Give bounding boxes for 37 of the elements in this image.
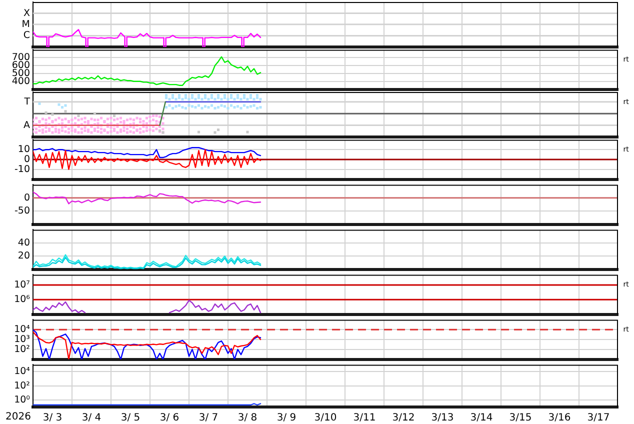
ref-line-label: M: [22, 18, 30, 30]
y-tick-label: 40: [18, 237, 30, 248]
y-tick-label: 0: [24, 192, 30, 204]
x-tick-label: 3/ 7: [198, 412, 218, 424]
ref-line-label: C: [23, 30, 30, 42]
y-tick-label: 10²: [14, 380, 30, 392]
y-tick-label: 20: [18, 250, 30, 262]
x-tick-label: 3/17: [587, 412, 610, 424]
x-tick-label: 3/10: [314, 412, 337, 424]
x-tick-label: 3/ 9: [276, 412, 296, 424]
ref-line-label: A: [24, 120, 30, 131]
y-tick-label: -10: [14, 164, 30, 175]
y-tick-label: 10⁴: [14, 366, 30, 378]
y-tick-label: 10⁰: [14, 394, 30, 406]
y-tick-label: 10³: [14, 334, 30, 345]
x-tick-label: 3/ 6: [160, 412, 180, 424]
x-tick-label: 3/13: [431, 412, 454, 424]
ref-line-label: X: [23, 8, 30, 19]
y-tick-label: 0: [24, 154, 30, 165]
y-tick-label: 400: [12, 76, 30, 87]
y-tick-label: -50: [14, 206, 30, 217]
x-tick-label: 3/14: [470, 412, 493, 424]
x-tick-label: 3/ 5: [120, 412, 140, 424]
x-axis-title: 2026: [6, 412, 31, 423]
y-tick-label: 10⁴: [14, 324, 30, 336]
x-tick-label: 3/ 3: [42, 412, 62, 424]
x-tick-label: 3/16: [548, 412, 571, 424]
y-tick-label: 10⁶: [14, 294, 30, 306]
x-tick-label: 3/ 4: [82, 412, 102, 424]
x-tick-label: 3/15: [509, 412, 532, 424]
x-tick-label: 3/12: [392, 412, 415, 424]
x-tick-label: 3/11: [353, 412, 376, 424]
ref-line-label: T: [23, 96, 30, 108]
y-tick-label: 10²: [14, 344, 30, 355]
y-tick-label: 10: [18, 144, 30, 156]
y-tick-label: 10⁷: [14, 279, 30, 290]
x-tick-label: 3/ 8: [238, 412, 258, 424]
